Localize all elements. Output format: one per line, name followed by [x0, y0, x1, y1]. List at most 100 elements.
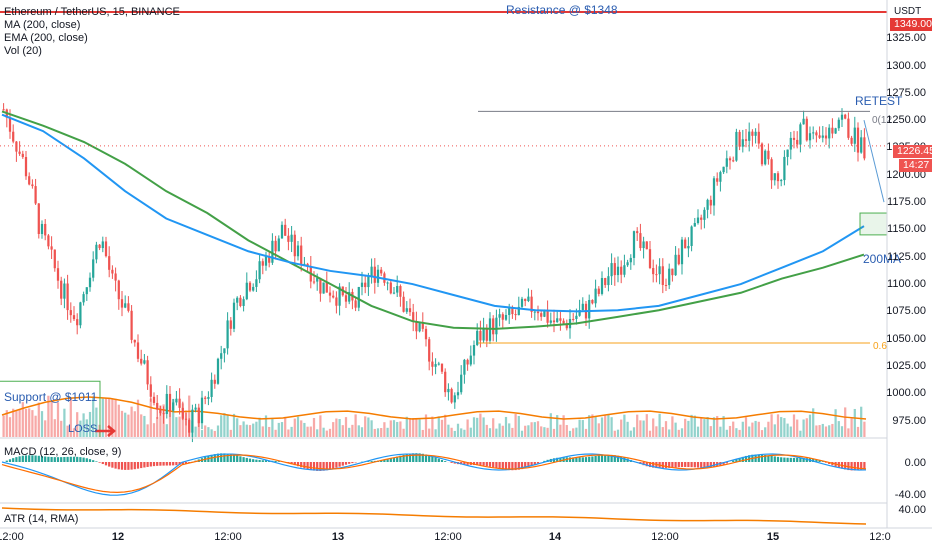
macd-line: [1, 453, 867, 496]
macd-label[interactable]: MACD (12, 26, close, 9): [4, 446, 122, 458]
macd-histogram-bar: [351, 462, 354, 464]
volume-bar: [255, 421, 258, 437]
candle-body: [392, 292, 396, 294]
candle-body: [668, 268, 671, 286]
volume-bar: [242, 421, 245, 437]
volume-bar: [684, 418, 687, 437]
volume-bar: [21, 402, 24, 437]
projection-line: [863, 120, 885, 203]
candle-body: [533, 311, 536, 313]
macd-histogram-bar: [328, 462, 332, 470]
indicator-ma-label[interactable]: MA (200, close): [4, 19, 81, 31]
volume-bar: [485, 424, 488, 437]
symbol-title[interactable]: Ethereum / TetherUS, 15, BINANCE: [4, 6, 180, 18]
candle-body: [332, 295, 335, 298]
candle-body: [661, 266, 664, 285]
macd-histogram-bar: [479, 462, 482, 466]
volume-bar: [194, 426, 197, 437]
candle-body: [440, 363, 444, 372]
macd-histogram-bar: [597, 455, 600, 462]
candle-body: [700, 217, 703, 220]
volume-bar: [236, 418, 239, 437]
volume-bar: [741, 421, 744, 437]
candle-body: [63, 283, 66, 299]
macd-histogram-bar: [21, 455, 24, 462]
volume-bar: [280, 422, 284, 437]
volume-bar: [466, 419, 469, 437]
volume-bar: [226, 414, 229, 437]
macd-histogram-bar: [437, 458, 440, 462]
volume-bar: [92, 396, 95, 437]
macd-histogram-bar: [63, 457, 66, 462]
macd-histogram-bar: [434, 457, 437, 462]
macd-histogram-bar: [770, 455, 773, 462]
moving-averages: [1, 110, 865, 330]
macd-histogram-bar: [344, 462, 348, 465]
candle-body: [674, 254, 677, 276]
indicator-ema-label[interactable]: EMA (200, close): [4, 32, 88, 44]
candle-body: [15, 141, 18, 152]
macd-histogram-bar: [623, 457, 626, 462]
volume-bar: [172, 398, 175, 437]
volume-bar: [719, 426, 722, 437]
macd-histogram-bar: [607, 454, 610, 462]
macd-histogram-bar: [60, 457, 63, 462]
indicator-vol-label[interactable]: Vol (20): [4, 45, 42, 57]
volume-bar: [754, 420, 757, 437]
candle-body: [805, 118, 808, 141]
macd-histogram-bar: [620, 456, 623, 462]
volume-bar: [360, 427, 364, 437]
macd-histogram-bar: [392, 457, 396, 462]
macd-histogram-bar: [383, 459, 386, 462]
atr-label[interactable]: ATR (14, RMA): [4, 513, 79, 525]
candle-body: [2, 109, 5, 111]
volume-bar: [460, 428, 463, 437]
candle-body: [312, 281, 316, 283]
macd-histogram-bar: [232, 454, 236, 462]
macd-histogram-bar: [98, 462, 101, 463]
macd-histogram-bar: [453, 462, 456, 464]
macd-histogram-bar: [581, 457, 584, 462]
candle-body: [607, 276, 610, 286]
volume-bar: [168, 406, 172, 437]
atr-tick-40: 40.00: [898, 504, 926, 516]
macd-histogram-bar: [332, 462, 335, 469]
candle-body: [482, 327, 485, 341]
candle-body: [172, 402, 175, 411]
macd-histogram-bar: [300, 462, 303, 468]
candle-body: [338, 286, 341, 306]
candle-body: [328, 292, 332, 296]
volume-bar: [450, 427, 453, 437]
candle-body: [226, 320, 229, 349]
volume-bar: [552, 428, 556, 437]
macd-histogram-bar: [296, 462, 300, 467]
macd-histogram-bar: [677, 462, 680, 468]
macd-histogram-bar: [5, 460, 8, 462]
volume-bar: [2, 415, 5, 437]
macd-histogram-bar: [111, 462, 114, 468]
macd-histogram-bar: [159, 462, 162, 466]
macd-histogram-bar: [216, 453, 220, 462]
macd-histogram-bar: [306, 462, 309, 470]
volume-bar: [159, 405, 162, 437]
macd-histogram-bar: [136, 462, 140, 469]
candle-body: [50, 246, 53, 250]
volume-bar: [623, 414, 626, 437]
candle-body: [223, 348, 226, 354]
volume-bar: [60, 420, 63, 437]
macd-histogram-bar: [15, 457, 18, 462]
loss-arrow: [95, 425, 116, 437]
candle-body: [802, 118, 805, 125]
volume-bar: [645, 414, 648, 437]
volume-bar: [757, 421, 760, 437]
candle-body: [322, 282, 325, 294]
volume-bar: [591, 414, 594, 437]
candle-body: [399, 286, 402, 297]
candle-body: [79, 302, 82, 326]
volume-bar: [274, 429, 277, 437]
macd-histogram-bar: [668, 462, 671, 468]
volume-bar: [309, 426, 312, 437]
volume-bar: [821, 423, 824, 437]
candle-body: [159, 409, 162, 414]
